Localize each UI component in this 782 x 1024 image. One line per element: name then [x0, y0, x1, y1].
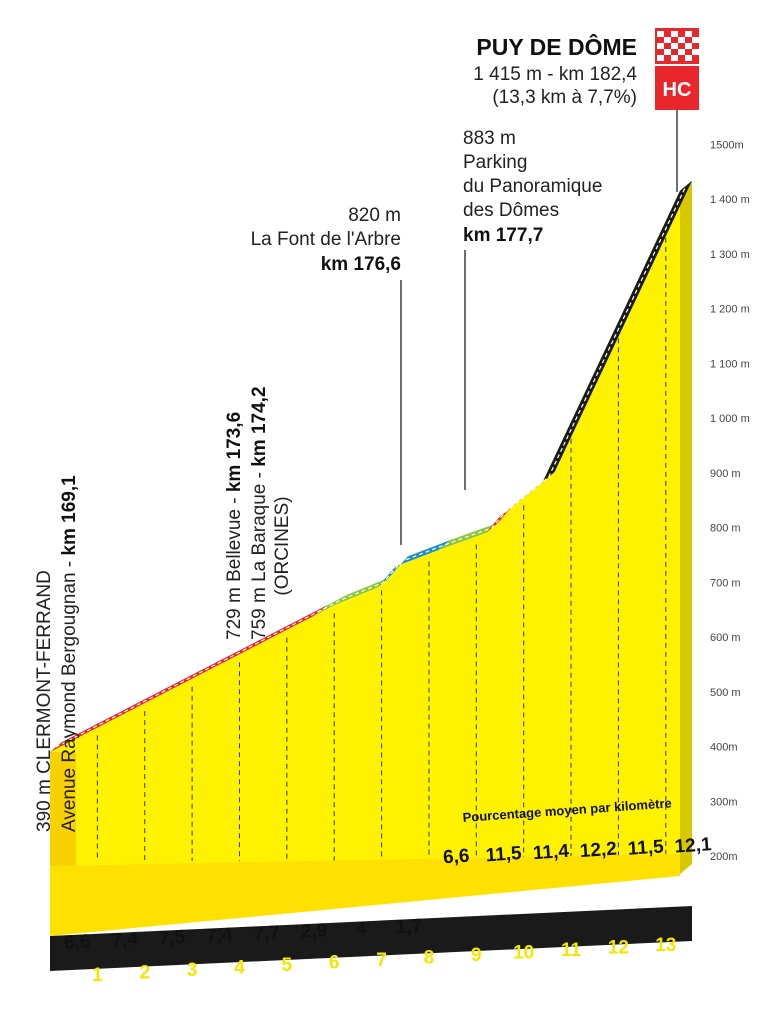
y-tick-label: 1 200 m — [710, 304, 750, 316]
font-arbre-elev: 820 m — [348, 205, 401, 226]
profile-body — [50, 180, 692, 971]
km-number: 8 — [424, 948, 435, 969]
km-gradient-value: 11,4 — [532, 841, 570, 864]
bellevue-label: 729 m Bellevue - km 173,6 — [224, 412, 245, 640]
y-tick-label: 200m — [710, 851, 738, 863]
chart-subtitle: 1 415 m - km 182,4 — [473, 64, 637, 85]
flag-checker — [678, 49, 685, 55]
gradient-strip — [50, 854, 680, 936]
km-number: 10 — [513, 943, 534, 964]
parking-name: Parking — [463, 152, 527, 173]
km-number: 7 — [376, 950, 387, 971]
flag-checker — [657, 43, 664, 49]
y-tick-label: 400m — [710, 742, 738, 754]
flag-checker — [685, 31, 692, 37]
km-gradient-value: 2,9 — [300, 920, 328, 943]
km-marker-labels: 1 2 3 4 5 6 7 8 9 10 11 12 13 — [92, 935, 676, 986]
road-segment — [376, 539, 451, 588]
km-number: 11 — [561, 940, 582, 961]
km-number: 5 — [282, 955, 293, 976]
profile-area — [50, 190, 680, 867]
baraque-km: km 174,2 — [249, 386, 270, 466]
start-km: km 169,1 — [59, 475, 80, 556]
font-arbre-km: km 176,6 — [321, 254, 401, 275]
parking-km: km 177,7 — [463, 225, 543, 246]
road-segment — [315, 577, 389, 616]
y-axis-ticks: 200m 300m 400m 500 m 600 m 700 m 800 m 900 m 1 0… — [710, 139, 750, 863]
y-tick-label: 600 m — [710, 632, 741, 644]
flag-checker — [685, 43, 692, 49]
km-number: 6 — [329, 953, 340, 974]
km-number: 9 — [471, 945, 482, 966]
baraque-label: 759 m La Baraque - km 174,2 — [249, 386, 270, 640]
y-tick-label: 1 100 m — [710, 358, 750, 370]
y-tick-label: 1 400 m — [710, 194, 750, 206]
flag-checker — [692, 49, 699, 55]
y-tick-label: 300m — [710, 796, 738, 808]
flag-checker — [671, 55, 678, 61]
baraque-name: 759 m La Baraque - — [249, 467, 270, 640]
flag-checker — [664, 49, 671, 55]
start-label: 390 m CLERMONT-FERRAND — [34, 570, 55, 832]
y-tick-label: 1500m — [710, 139, 744, 151]
road-centre-line — [55, 185, 687, 748]
parking-name-2: du Panoramique — [463, 176, 602, 197]
y-tick-label: 700 m — [710, 577, 741, 589]
km-gradient-value: 7,4 — [205, 924, 233, 947]
flag-checker — [678, 37, 685, 43]
y-tick-label: 800 m — [710, 523, 741, 535]
parking-name-3: des Dômes — [463, 200, 559, 221]
km-number: 4 — [234, 958, 245, 979]
y-tick-label: 1 000 m — [710, 413, 750, 425]
start-street-label: Avenue Raymond Bergougnan - km 169,1 — [59, 475, 80, 832]
km-gradient-value: 11,5 — [627, 836, 665, 859]
km-gradient-value: 1,7 — [395, 916, 423, 939]
summit-flag-icon: HC — [655, 28, 699, 110]
start-street: Avenue Raymond Bergougnan - — [59, 556, 80, 832]
km-number: 2 — [139, 963, 150, 984]
bellevue-km: km 173,6 — [224, 412, 245, 492]
km-number: 3 — [187, 960, 198, 981]
km-scale-bar — [50, 906, 692, 971]
km-number: 1 — [92, 965, 103, 986]
chart-title: PUY DE DÔME — [476, 33, 637, 60]
category-badge: HC — [663, 79, 692, 101]
km-gradient-value: 12,1 — [674, 834, 713, 858]
font-arbre-name: La Font de l'Arbre — [251, 229, 401, 250]
parking-elev: 883 m — [463, 128, 516, 149]
km-gradient-value: 6,6 — [442, 846, 470, 869]
bellevue-name: 729 m Bellevue - — [224, 492, 245, 640]
profile-side-face — [680, 180, 692, 875]
y-tick-label: 1 300 m — [710, 249, 750, 261]
flag-checker — [657, 31, 664, 37]
km-gradient-value: 12,2 — [579, 839, 617, 863]
km-gradient-value: 4 — [356, 918, 368, 940]
flag-checker — [692, 37, 699, 43]
orcines-label: (ORCINES) — [272, 496, 293, 595]
start-wall — [50, 751, 76, 866]
flag-checker — [657, 55, 664, 61]
flag-checker — [671, 43, 678, 49]
km-gradient-value: 7,7 — [253, 922, 281, 945]
flag-checker — [671, 31, 678, 37]
y-tick-label: 900 m — [710, 468, 741, 480]
km-gradient-value: 11,5 — [485, 843, 523, 866]
km-number: 13 — [655, 935, 676, 956]
flag-checker — [664, 37, 671, 43]
flag-checker — [685, 55, 692, 61]
km-gradient-value: 7,4 — [111, 929, 139, 952]
km-gradient-value: 6,6 — [63, 931, 91, 954]
chart-subtitle-2: (13,3 km à 7,7%) — [492, 87, 637, 108]
km-gradient-labels: 6,6 7,4 7,5 7,4 7,7 2,9 4 1,7 6,6 11,5 11,4 12,2 11,… — [63, 834, 712, 954]
y-tick-label: 500 m — [710, 687, 741, 699]
km-gradient-value: 7,5 — [158, 927, 186, 950]
km-number: 12 — [608, 938, 629, 959]
